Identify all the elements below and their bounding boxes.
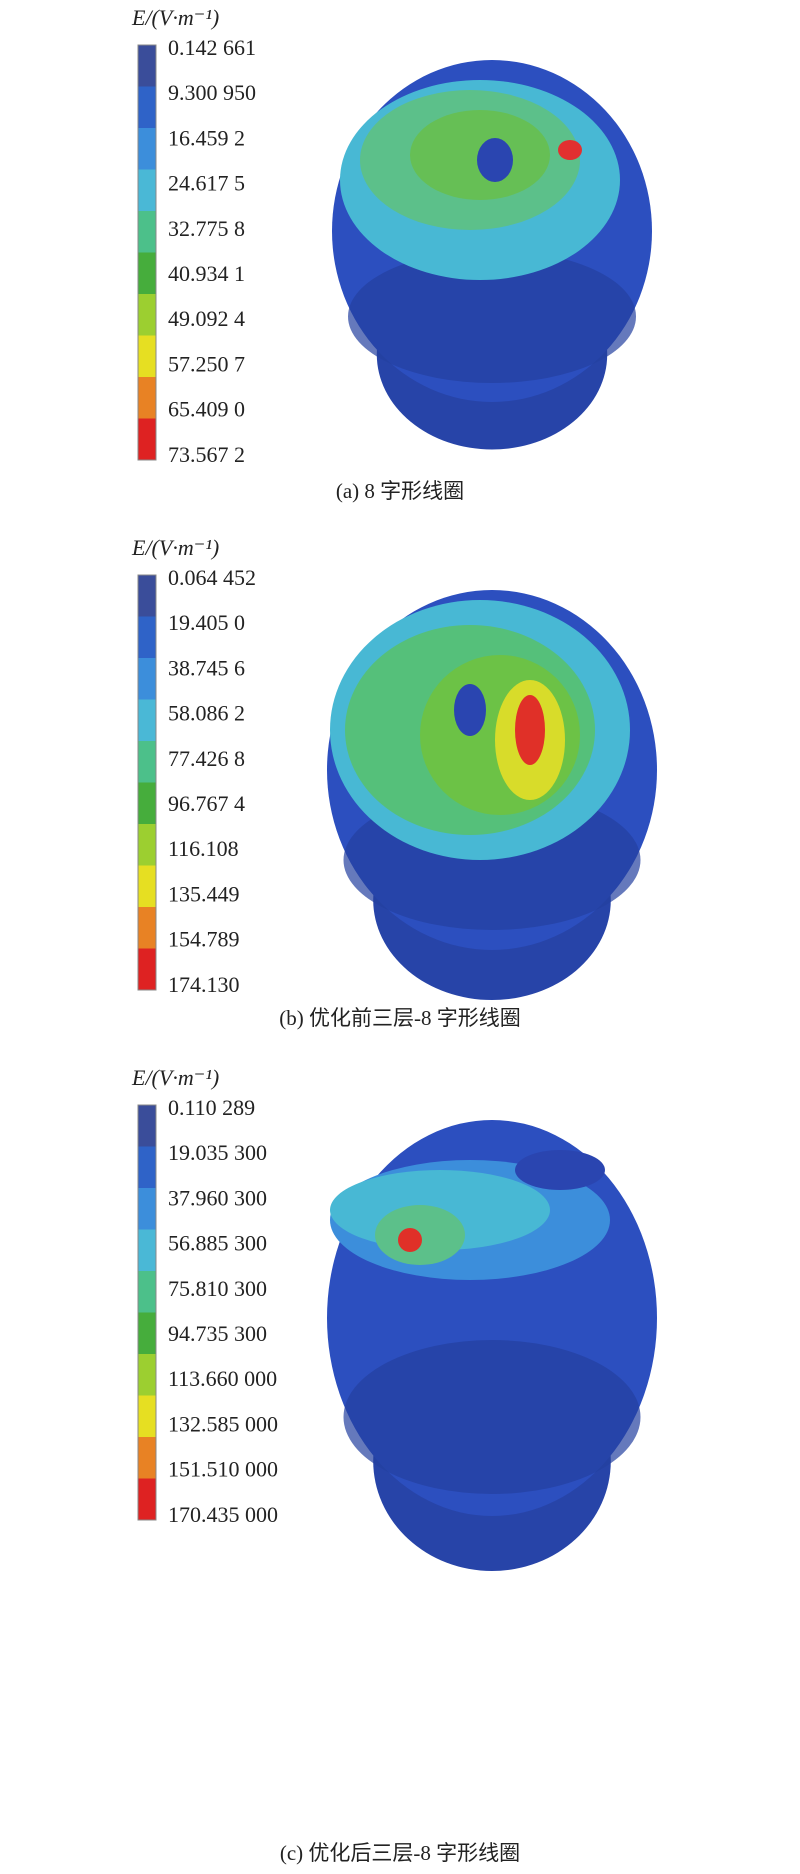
colorbar-segment: [138, 1354, 156, 1396]
legend-label: 77.426 8: [168, 746, 245, 771]
legend-label: 0.064 452: [168, 565, 256, 590]
legend-label: 116.108: [168, 836, 239, 861]
legend-label: 65.409 0: [168, 397, 245, 422]
colorbar-segment: [138, 86, 156, 128]
legend-label: 151.510 000: [168, 1457, 278, 1482]
colorbar-segment: [138, 418, 156, 460]
colorbar-frame: [137, 574, 157, 991]
panel: E/(V·m⁻¹) 0.142 661 9.300 950 16.459 2 24.61…: [131, 5, 652, 503]
unit-label: E/(V·m⁻¹): [131, 535, 219, 560]
colorbar-segment: [138, 377, 156, 419]
field-region: [515, 1150, 605, 1190]
colorbar-segment: [138, 169, 156, 211]
head-shade: [343, 1340, 641, 1494]
field-region: [398, 1228, 422, 1252]
panel: E/(V·m⁻¹) 0.064 452 19.405 0 38.745 6 58.086…: [131, 535, 657, 1030]
legend-label: 73.567 2: [168, 442, 245, 467]
legend-label: 154.789: [168, 927, 240, 952]
field-region: [454, 684, 486, 736]
field-region: [515, 695, 545, 765]
colorbar-segment: [138, 252, 156, 294]
legend-label: 37.960 300: [168, 1185, 267, 1210]
colorbar-segment: [138, 1395, 156, 1437]
legend-label: 56.885 300: [168, 1231, 267, 1256]
legend-label: 0.142 661: [168, 35, 256, 60]
colorbar-segment: [138, 1478, 156, 1520]
legend-label: 19.405 0: [168, 610, 245, 635]
colorbar-segment: [138, 782, 156, 824]
legend-label: 38.745 6: [168, 655, 245, 680]
colorbar-segment: [138, 1229, 156, 1271]
colorbar-segment: [138, 1188, 156, 1230]
unit-label: E/(V·m⁻¹): [131, 5, 219, 30]
field-region: [558, 140, 582, 160]
field-region: [477, 138, 513, 182]
colorbar-segment: [138, 658, 156, 700]
colorbar-segment: [138, 45, 156, 87]
colorbar-segment: [138, 1271, 156, 1313]
colorbar-segment: [138, 865, 156, 907]
colorbar-segment: [138, 1146, 156, 1188]
head-shade: [348, 250, 636, 383]
legend-label: 40.934 1: [168, 261, 245, 286]
legend-label: 96.767 4: [168, 791, 245, 816]
panel: E/(V·m⁻¹) 0.110 289 19.035 300 37.960 300 56…: [131, 1065, 657, 1865]
legend-label: 16.459 2: [168, 125, 245, 150]
legend-label: 0.110 289: [168, 1095, 255, 1120]
legend-label: 132.585 000: [168, 1411, 278, 1436]
legend-label: 32.775 8: [168, 216, 245, 241]
legend-label: 135.449: [168, 881, 240, 906]
caption: (b) 优化前三层-8 字形线圈: [279, 1006, 520, 1030]
colorbar-segment: [138, 335, 156, 377]
colorbar-segment: [138, 128, 156, 170]
caption: (c) 优化后三层-8 字形线圈: [280, 1841, 520, 1865]
legend-label: 113.660 000: [168, 1366, 277, 1391]
colorbar-frame: [137, 1104, 157, 1521]
caption: (a) 8 字形线圈: [336, 479, 464, 503]
colorbar-segment: [138, 1312, 156, 1354]
colorbar-frame: [137, 44, 157, 461]
legend-label: 58.086 2: [168, 701, 245, 726]
colorbar-segment: [138, 575, 156, 617]
colorbar-segment: [138, 1105, 156, 1147]
colorbar-segment: [138, 294, 156, 336]
legend-label: 57.250 7: [168, 351, 245, 376]
legend-label: 174.130: [168, 972, 240, 997]
legend-label: 170.435 000: [168, 1502, 278, 1527]
colorbar-segment: [138, 741, 156, 783]
legend-label: 49.092 4: [168, 306, 245, 331]
colorbar-segment: [138, 699, 156, 741]
colorbar-segment: [138, 824, 156, 866]
legend-label: 19.035 300: [168, 1140, 267, 1165]
colorbar-segment: [138, 907, 156, 949]
unit-label: E/(V·m⁻¹): [131, 1065, 219, 1090]
colorbar-segment: [138, 616, 156, 658]
colorbar-segment: [138, 211, 156, 253]
colorbar-segment: [138, 1437, 156, 1479]
colorbar-segment: [138, 948, 156, 990]
legend-label: 94.735 300: [168, 1321, 267, 1346]
legend-label: 9.300 950: [168, 80, 256, 105]
legend-label: 75.810 300: [168, 1276, 267, 1301]
legend-label: 24.617 5: [168, 171, 245, 196]
